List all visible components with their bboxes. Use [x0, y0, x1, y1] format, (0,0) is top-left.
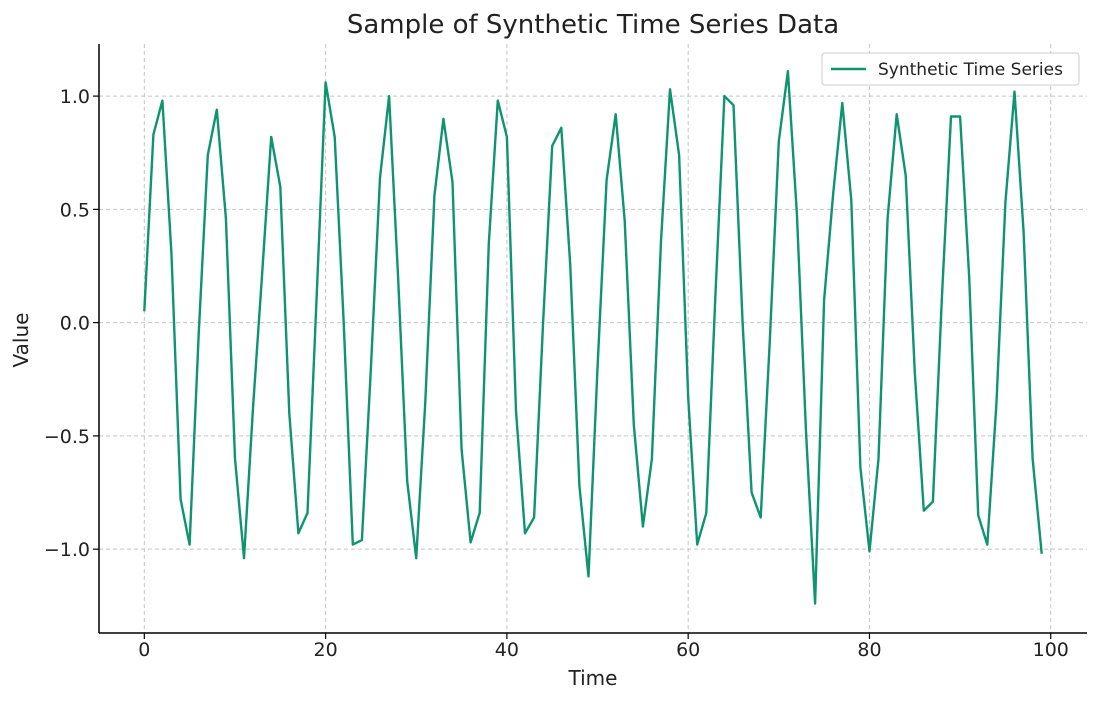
x-tick-label: 100	[1033, 639, 1069, 661]
legend: Synthetic Time Series	[821, 52, 1080, 86]
legend-box	[821, 52, 1080, 86]
grid-lines	[99, 44, 1087, 633]
series-line	[143, 69, 1043, 605]
x-tick-label: 20	[314, 639, 338, 661]
chart-title: Sample of Synthetic Time Series Data	[347, 10, 839, 40]
y-tick-label: −0.5	[44, 426, 90, 448]
y-tick-label: 1.0	[60, 86, 90, 108]
x-tick-label: 80	[857, 639, 881, 661]
x-axis-label: Time	[568, 666, 618, 690]
x-tick-label: 40	[495, 639, 519, 661]
legend-label: Synthetic Time Series	[878, 60, 1063, 80]
x-tick-label: 60	[676, 639, 700, 661]
y-tick-label: 0.0	[60, 313, 90, 335]
axes	[98, 44, 1087, 634]
y-tick-label: 0.5	[60, 199, 90, 221]
y-tick-label: −1.0	[44, 539, 90, 561]
y-axis-label: Value	[9, 313, 33, 368]
series-layer	[143, 69, 1043, 605]
ticks: 0 20 40 60 80 100 1.0 0.5 0.0 −0.5 −1.0	[44, 86, 1069, 661]
x-tick-label: 0	[138, 639, 150, 661]
